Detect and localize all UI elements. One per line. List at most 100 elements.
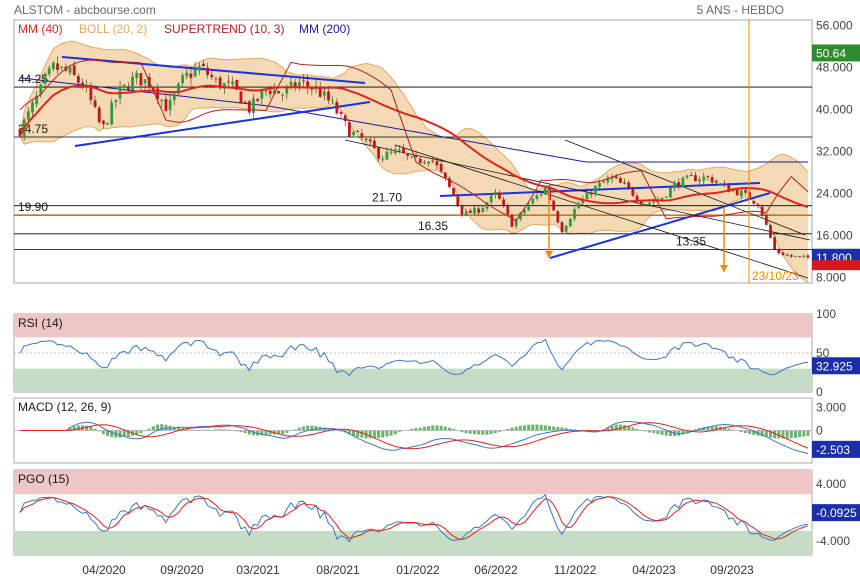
legend-item-3: MM (200): [299, 22, 350, 36]
rsi-tick-0: 0: [816, 385, 823, 399]
macd-hist-bar: [781, 430, 785, 439]
macd-hist-bar: [752, 430, 756, 435]
candle-body: [352, 131, 355, 136]
candle-body: [160, 99, 164, 102]
candle-body: [789, 255, 793, 257]
candle-body: [143, 79, 147, 84]
macd-hist-bar: [76, 425, 80, 431]
macd-hist-bar: [110, 430, 114, 438]
x-tick-8: 09/2023: [710, 563, 754, 577]
price-tick-5: 48.000: [816, 60, 853, 74]
rsi-tick-2: 100: [816, 307, 836, 321]
macd-hist-bar: [798, 430, 802, 438]
macd-hist-bar: [706, 426, 710, 431]
trend-line-3: [549, 192, 771, 259]
macd-hist-bar: [118, 430, 122, 438]
candle-body: [643, 204, 647, 206]
macd-tick-2: 3.000: [816, 400, 846, 414]
x-tick-4: 01/2022: [396, 563, 440, 577]
candle-body: [719, 183, 722, 185]
macd-hist-bar: [310, 425, 314, 431]
candle-body: [739, 190, 743, 197]
price-tick-3: 32.000: [816, 145, 853, 159]
macd-hist-bar: [297, 427, 301, 431]
candle-body: [756, 204, 760, 207]
candle-body: [427, 161, 430, 164]
macd-hist-bar: [347, 430, 351, 435]
candle-body: [281, 94, 285, 96]
macd-hist-bar: [135, 430, 139, 435]
macd-hist-bar: [677, 430, 681, 436]
candle-body: [602, 181, 606, 183]
candle-body: [514, 220, 518, 227]
x-tick-5: 06/2022: [474, 563, 518, 577]
macd-hist-bar: [648, 430, 652, 433]
macd-hist-bar: [568, 428, 572, 431]
macd-hist-bar: [543, 425, 547, 431]
candle-body: [51, 62, 55, 70]
candle-body: [573, 209, 576, 219]
macd-hist-bar: [339, 430, 343, 432]
candle-body: [694, 175, 697, 182]
candle-body: [256, 98, 260, 101]
candle-body: [660, 197, 664, 200]
macd-hist-bar: [422, 426, 426, 431]
candle-body: [418, 158, 422, 163]
macd-hist-bar: [748, 430, 752, 434]
rsi-overbought-zone: [14, 314, 812, 338]
price-tick-0: 8.000: [816, 271, 846, 285]
candle-body: [197, 65, 201, 71]
macd-signal-line: [20, 422, 809, 450]
macd-hist-bar: [760, 430, 764, 437]
candle-body: [189, 73, 193, 78]
candle-body: [468, 210, 472, 213]
candle-body: [806, 255, 810, 258]
candle-body: [306, 81, 310, 87]
price-tag-high: 50.64: [816, 46, 846, 60]
candle-body: [297, 82, 301, 87]
macd-hist-bar: [264, 430, 268, 436]
macd-hist-bar: [668, 430, 672, 437]
candle-body: [135, 72, 139, 78]
candle-body: [110, 102, 114, 125]
macd-hist-bar: [106, 430, 110, 436]
orange-arrowhead-0: [545, 251, 553, 258]
candle-body: [681, 177, 685, 188]
macd-hist-bar: [481, 430, 485, 435]
candle-body: [368, 139, 372, 142]
candle-body: [347, 122, 351, 137]
macd-hist-bar: [468, 430, 472, 434]
ma200-line: [19, 77, 808, 163]
candle-body: [652, 201, 656, 203]
macd-hist-bar: [506, 428, 510, 431]
candle-body: [794, 256, 797, 258]
candle-body: [356, 130, 360, 132]
macd-hist-bar: [377, 430, 381, 438]
candle-body: [760, 206, 764, 216]
macd-tick-1: 0: [816, 424, 823, 438]
x-tick-0: 04/2020: [82, 563, 126, 577]
candle-body: [481, 208, 485, 212]
macd-hist-bar: [623, 425, 627, 431]
macd-hist-bar: [614, 424, 618, 431]
price-tick-2: 24.000: [816, 187, 853, 201]
macd-hist-bar: [164, 424, 168, 431]
candle-body: [589, 192, 593, 195]
macd-hist-bar: [214, 429, 218, 431]
macd-hist-bar: [635, 428, 639, 431]
candle-body: [202, 63, 205, 67]
candle-body: [289, 81, 293, 86]
macd-hist-bar: [681, 430, 685, 435]
macd-hist-bar: [439, 425, 443, 431]
candle-body: [68, 67, 72, 73]
resistance-line-1: [394, 144, 809, 279]
candle-body: [473, 207, 476, 214]
candle-body: [460, 206, 464, 215]
candle-body: [523, 210, 526, 214]
candle-body: [364, 139, 368, 141]
macd-hist-bar: [126, 430, 130, 437]
candle-body: [531, 198, 535, 204]
candle-body: [343, 115, 347, 122]
candle-body: [152, 88, 155, 90]
candle-body: [39, 84, 43, 95]
